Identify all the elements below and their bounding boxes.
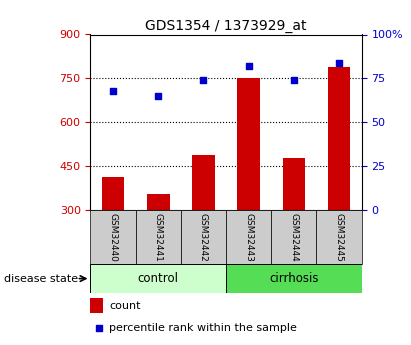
Title: GDS1354 / 1373929_at: GDS1354 / 1373929_at [145, 19, 307, 33]
Point [200, 78, 207, 83]
Bar [90, 264, 226, 293]
Bar [181, 210, 226, 264]
Bar [271, 210, 316, 264]
Point [336, 60, 342, 66]
Bar [147, 194, 169, 210]
Point [291, 78, 297, 83]
Text: cirrhosis: cirrhosis [269, 272, 319, 285]
Text: control: control [138, 272, 179, 285]
Bar [90, 210, 136, 264]
Point [155, 93, 162, 99]
Bar [226, 210, 271, 264]
Bar [192, 155, 215, 210]
Bar [226, 264, 362, 293]
Text: percentile rank within the sample: percentile rank within the sample [109, 323, 297, 333]
Point [95, 325, 102, 331]
Text: count: count [109, 301, 141, 311]
Bar [102, 177, 125, 210]
Text: GSM32440: GSM32440 [109, 213, 118, 262]
Point [245, 63, 252, 69]
Text: GSM32441: GSM32441 [154, 213, 163, 262]
Text: GSM32443: GSM32443 [244, 213, 253, 262]
Bar [90, 298, 104, 313]
Text: disease state: disease state [4, 274, 78, 284]
Bar [328, 67, 350, 210]
Text: GSM32445: GSM32445 [335, 213, 344, 262]
Text: GSM32442: GSM32442 [199, 213, 208, 262]
Bar [136, 210, 181, 264]
Text: GSM32444: GSM32444 [289, 213, 298, 262]
Point [110, 88, 116, 93]
Bar [238, 78, 260, 210]
Bar [283, 158, 305, 210]
Bar [316, 210, 362, 264]
